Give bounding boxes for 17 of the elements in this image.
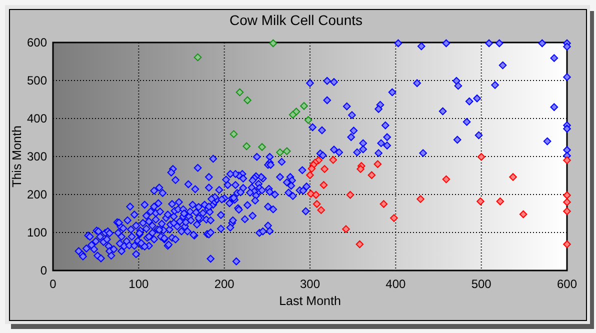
x-tick-label: 100 <box>128 277 149 291</box>
x-tick-label: 500 <box>471 277 492 291</box>
x-tick-label: 0 <box>50 277 57 291</box>
x-tick-label: 400 <box>386 277 406 291</box>
chart-title: Cow Milk Cell Counts <box>229 12 363 28</box>
y-tick-label: 300 <box>26 150 48 164</box>
y-tick-label: 200 <box>26 188 48 202</box>
x-tick-label: 200 <box>214 277 235 291</box>
x-axis-title: Last Month <box>279 294 341 308</box>
x-tick-label: 600 <box>556 277 578 291</box>
y-axis-title: This Month <box>10 126 24 188</box>
x-tick-label: 300 <box>300 277 320 291</box>
y-tick-label: 600 <box>26 36 48 50</box>
y-tick-label: 100 <box>26 226 48 240</box>
y-tick-label: 400 <box>26 112 48 126</box>
y-tick-label: 0 <box>40 264 48 278</box>
y-tick-label: 500 <box>26 74 48 88</box>
